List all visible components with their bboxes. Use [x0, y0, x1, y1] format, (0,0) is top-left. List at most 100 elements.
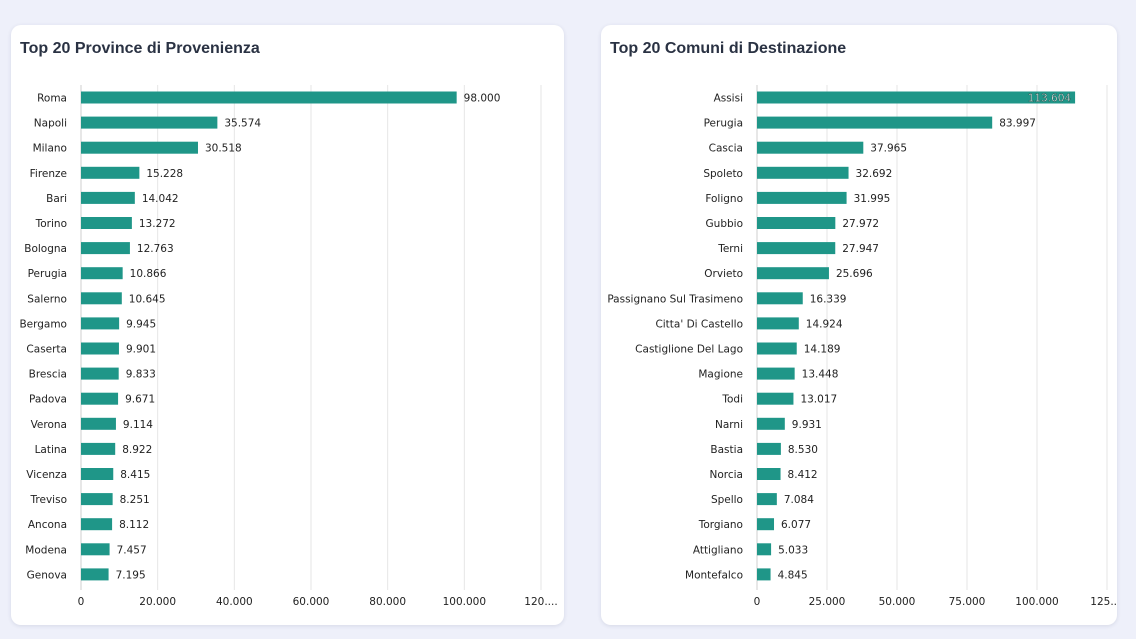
x-tick-label: 50.000 [879, 596, 916, 608]
bar [757, 493, 777, 506]
bar [757, 417, 785, 430]
bar [81, 166, 140, 179]
bar [757, 392, 794, 405]
value-label: 31.995 [854, 193, 891, 205]
value-label: 8.251 [120, 494, 150, 506]
x-tick-label: 125.... [1090, 596, 1117, 608]
value-label: 10.866 [130, 268, 167, 280]
value-label: 113.604 [1028, 93, 1072, 105]
x-tick-label: 100.000 [443, 596, 486, 608]
bar [81, 342, 119, 355]
value-label: 14.924 [806, 318, 843, 330]
category-label: Perugia [28, 268, 67, 280]
bar [757, 442, 781, 455]
category-label: Montefalco [685, 569, 743, 581]
category-label: Bari [46, 193, 67, 205]
category-label: Padova [29, 394, 67, 406]
category-label: Assisi [714, 93, 743, 105]
category-label: Perugia [704, 118, 743, 130]
value-label: 32.692 [856, 168, 893, 180]
bar [757, 292, 803, 305]
x-tick-label: 20.000 [139, 596, 176, 608]
destination-bar-chart: 0 25.000 50.000 75.000 100.000 125.... Assisi 1… [607, 85, 1117, 608]
value-label: 30.518 [205, 143, 242, 155]
category-label: Salerno [27, 293, 67, 305]
category-label: Cascia [709, 143, 743, 155]
category-label: Foligno [705, 193, 743, 205]
value-label: 7.195 [116, 569, 146, 581]
value-label: 9.833 [126, 369, 156, 381]
category-label: Treviso [30, 494, 67, 506]
bar [81, 242, 130, 255]
bar [757, 191, 847, 204]
value-label: 83.997 [999, 118, 1036, 130]
value-label: 9.901 [126, 344, 156, 356]
bar [81, 543, 110, 556]
bar [757, 116, 993, 129]
x-tick-label: 75.000 [949, 596, 986, 608]
value-label: 37.965 [870, 143, 907, 155]
bar [81, 468, 114, 480]
category-label: Bologna [24, 243, 67, 255]
bar [81, 91, 457, 104]
bar [81, 292, 122, 305]
bar [757, 543, 772, 556]
bar [757, 242, 836, 255]
x-tick-label: 80.000 [369, 596, 406, 608]
provenance-bar-chart: 0 20.000 40.000 60.000 80.000 100.000 120.... R… [19, 85, 558, 608]
value-label: 5.033 [778, 544, 808, 556]
category-label: Magione [698, 369, 743, 381]
category-label: Genova [27, 569, 67, 581]
value-label: 14.189 [804, 344, 841, 356]
category-label: Torgiano [698, 519, 743, 531]
category-label: Vicenza [26, 469, 67, 481]
category-label: Napoli [34, 118, 67, 130]
bar [81, 367, 119, 380]
category-label: Citta' Di Castello [655, 318, 743, 330]
chart-title: Top 20 Province di Provenienza [20, 40, 260, 57]
value-label: 8.412 [788, 469, 818, 481]
category-label: Castiglione Del Lago [635, 344, 743, 356]
value-label: 14.042 [142, 193, 179, 205]
value-label: 10.645 [129, 293, 166, 305]
category-label: Brescia [29, 369, 67, 381]
value-label: 7.084 [784, 494, 814, 506]
value-label: 12.763 [137, 243, 174, 255]
bar [81, 217, 132, 229]
category-label: Narni [715, 419, 743, 431]
bar [81, 392, 119, 405]
x-tick-label: 60.000 [293, 596, 330, 608]
x-tick-label: 0 [78, 596, 85, 608]
category-label: Gubbio [706, 218, 743, 230]
x-tick-label: 120.... [524, 596, 557, 608]
bar [757, 141, 864, 154]
value-label: 8.530 [788, 444, 818, 456]
category-label: Latina [35, 444, 67, 456]
bar [81, 317, 120, 330]
bar [81, 417, 116, 430]
bar [757, 317, 799, 330]
category-label: Firenze [30, 168, 67, 180]
value-label: 27.947 [842, 243, 879, 255]
category-label: Roma [37, 93, 67, 105]
destination-chart-card: Top 20 Comuni di Destinazione 0 25.000 50.… [601, 25, 1117, 625]
value-label: 13.017 [800, 394, 837, 406]
category-label: Verona [31, 419, 67, 431]
bar [757, 367, 795, 380]
value-label: 9.671 [125, 394, 155, 406]
category-label: Bergamo [19, 318, 67, 330]
value-label: 8.112 [119, 519, 149, 531]
value-label: 25.696 [836, 268, 873, 280]
category-label: Attigliano [693, 544, 743, 556]
x-tick-label: 0 [754, 596, 761, 608]
bar [81, 116, 218, 129]
bar [81, 493, 113, 506]
category-label: Milano [33, 143, 67, 155]
category-label: Orvieto [704, 268, 743, 280]
bar [81, 568, 109, 581]
value-label: 9.114 [123, 419, 153, 431]
bar [757, 91, 1076, 104]
bar [81, 267, 123, 280]
bar [81, 442, 116, 455]
value-label: 98.000 [464, 93, 501, 105]
